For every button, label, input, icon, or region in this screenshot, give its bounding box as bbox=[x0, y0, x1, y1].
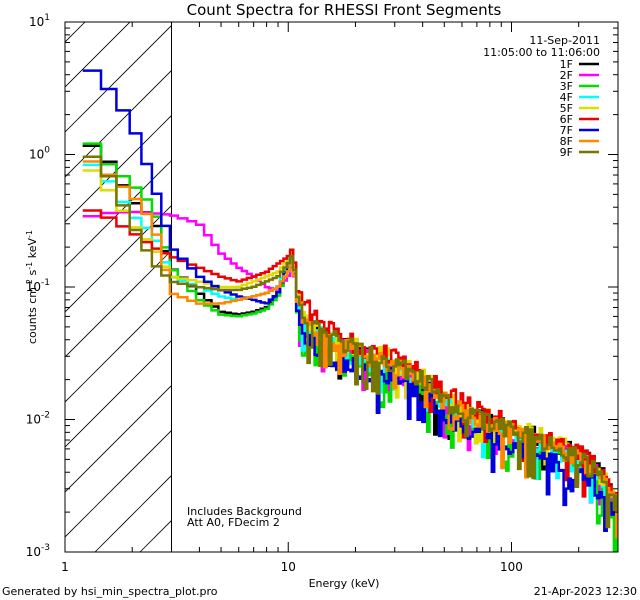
legend-label-1F: 1F bbox=[560, 58, 573, 71]
legend-label-9F: 9F bbox=[560, 146, 573, 159]
hatch-line bbox=[65, 159, 172, 268]
y-tick-label: 10-3 bbox=[26, 543, 50, 559]
footer-generated-by: Generated by hsi_min_spectra_plot.pro bbox=[2, 585, 218, 598]
x-tick-label: 1 bbox=[61, 560, 69, 574]
annotation-background: Includes Background bbox=[187, 505, 302, 518]
hatch-line bbox=[65, 249, 172, 358]
y-axis-label: counts cm-2 s-1 keV-1 bbox=[25, 230, 39, 344]
series-9F-line bbox=[82, 155, 618, 529]
y-tick-label: 100 bbox=[29, 146, 50, 162]
legend-label-8F: 8F bbox=[560, 135, 573, 148]
legend-label-6F: 6F bbox=[560, 113, 573, 126]
hatch-line bbox=[65, 22, 131, 88]
x-axis-label: Energy (keV) bbox=[309, 577, 380, 590]
legend-label-5F: 5F bbox=[560, 102, 573, 115]
hatch-line bbox=[65, 204, 172, 313]
chart-title: Count Spectra for RHESSI Front Segments bbox=[187, 1, 502, 19]
x-tick-label: 10 bbox=[281, 560, 296, 574]
legend-time-range: 11:05:00 to 11:06:00 bbox=[483, 46, 600, 59]
legend-date: 11-Sep-2011 bbox=[529, 34, 600, 47]
y-tick-label: 10-1 bbox=[26, 278, 50, 294]
legend-label-2F: 2F bbox=[560, 69, 573, 82]
hatch-line bbox=[65, 22, 86, 43]
annotation-attenuator: Att A0, FDecim 2 bbox=[187, 516, 280, 529]
hatch-line bbox=[65, 429, 172, 538]
hatch-line bbox=[65, 69, 172, 178]
hatch-line bbox=[65, 24, 172, 133]
x-tick-label: 100 bbox=[500, 560, 523, 574]
y-tick-label: 10-2 bbox=[26, 411, 50, 427]
legend-label-7F: 7F bbox=[560, 124, 573, 137]
series-1F-line bbox=[82, 144, 618, 499]
legend-label-3F: 3F bbox=[560, 80, 573, 93]
footer-timestamp: 21-Apr-2023 12:30 bbox=[534, 585, 637, 598]
hatch-line bbox=[0, 0, 110, 552]
y-tick-label: 101 bbox=[29, 13, 50, 29]
legend-label-4F: 4F bbox=[560, 91, 573, 104]
hatch-line bbox=[65, 384, 172, 493]
